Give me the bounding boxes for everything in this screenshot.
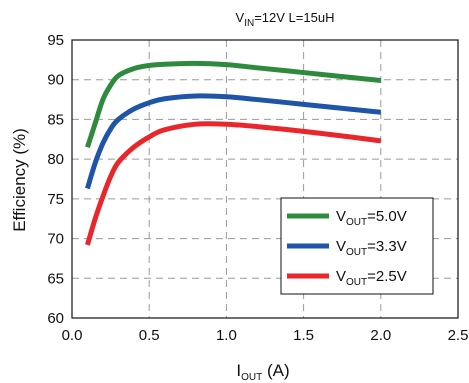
- x-label-subscript: OUT: [241, 372, 262, 383]
- x-tick-label: 1.5: [293, 327, 314, 344]
- title-rest: =12V L=15uH: [254, 10, 334, 25]
- series-layer: [85, 60, 382, 246]
- x-tick-label: 2.5: [448, 327, 469, 344]
- plot-frame: [71, 39, 459, 319]
- y-tick-label: 65: [47, 270, 64, 287]
- y-tick-label: 70: [47, 231, 64, 248]
- y-tick-label: 75: [47, 191, 64, 208]
- x-tick-labels: 0.0 0.5 1.0 1.5 2.0 2.5: [62, 327, 469, 344]
- series-line: [85, 60, 382, 149]
- y-tick-label: 60: [47, 310, 64, 327]
- y-tick-label: 95: [47, 32, 64, 49]
- title-main: V: [236, 10, 245, 25]
- x-tick-label: 1.0: [216, 327, 237, 344]
- chart-title: VIN=12V L=15uH: [236, 10, 335, 29]
- series-line: [85, 93, 382, 190]
- x-label-rest: (A): [262, 361, 289, 380]
- y-tick-label: 80: [47, 151, 64, 168]
- legend-label: VOUT=2.5V: [336, 268, 407, 288]
- y-tick-labels: 60 65 70 75 80 85 90 95: [47, 32, 64, 327]
- y-tick-label: 90: [47, 72, 64, 89]
- y-axis-label: Efficiency (%): [10, 128, 29, 232]
- legend-label: VOUT=3.3V: [336, 238, 407, 258]
- x-tick-label: 0.0: [62, 327, 83, 344]
- y-tick-label: 85: [47, 111, 64, 128]
- legend: VOUT=5.0V VOUT=3.3V VOUT=2.5V: [280, 197, 434, 295]
- legend-label: VOUT=5.0V: [336, 208, 407, 228]
- x-tick-label: 2.0: [370, 327, 391, 344]
- x-tick-label: 0.5: [139, 327, 160, 344]
- grid-lines: [72, 40, 458, 318]
- x-label-main: I: [236, 361, 241, 380]
- series-line: [85, 121, 382, 246]
- x-axis-label: IOUT (A): [236, 361, 289, 383]
- title-subscript: IN: [244, 18, 254, 29]
